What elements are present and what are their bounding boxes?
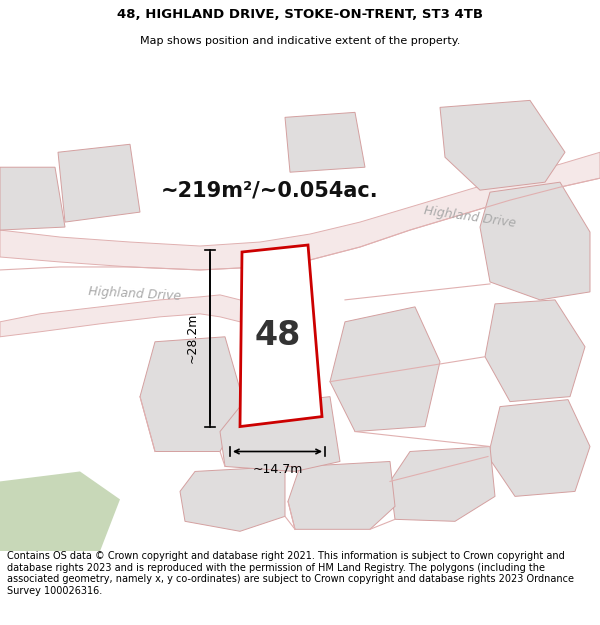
Polygon shape: [140, 337, 245, 451]
Polygon shape: [330, 307, 440, 431]
Polygon shape: [58, 144, 140, 222]
Polygon shape: [440, 101, 565, 190]
Text: Highland Drive: Highland Drive: [423, 204, 517, 230]
Polygon shape: [220, 397, 340, 471]
Text: 48, HIGHLAND DRIVE, STOKE-ON-TRENT, ST3 4TB: 48, HIGHLAND DRIVE, STOKE-ON-TRENT, ST3 …: [117, 8, 483, 21]
Polygon shape: [485, 300, 585, 402]
Polygon shape: [240, 245, 322, 426]
Text: ~14.7m: ~14.7m: [253, 463, 302, 476]
Text: Map shows position and indicative extent of the property.: Map shows position and indicative extent…: [140, 36, 460, 46]
Polygon shape: [488, 399, 590, 496]
Polygon shape: [0, 295, 250, 337]
Text: ~28.2m: ~28.2m: [185, 313, 199, 364]
Text: Contains OS data © Crown copyright and database right 2021. This information is : Contains OS data © Crown copyright and d…: [7, 551, 574, 596]
Polygon shape: [390, 446, 495, 521]
Polygon shape: [285, 112, 365, 173]
Polygon shape: [480, 182, 590, 300]
Text: 48: 48: [255, 319, 301, 351]
Text: ~219m²/~0.054ac.: ~219m²/~0.054ac.: [161, 180, 379, 200]
Text: Highland Drive: Highland Drive: [88, 285, 182, 303]
Polygon shape: [288, 461, 395, 529]
Polygon shape: [0, 168, 65, 230]
Polygon shape: [0, 471, 120, 551]
Polygon shape: [0, 152, 600, 270]
Polygon shape: [180, 466, 285, 531]
